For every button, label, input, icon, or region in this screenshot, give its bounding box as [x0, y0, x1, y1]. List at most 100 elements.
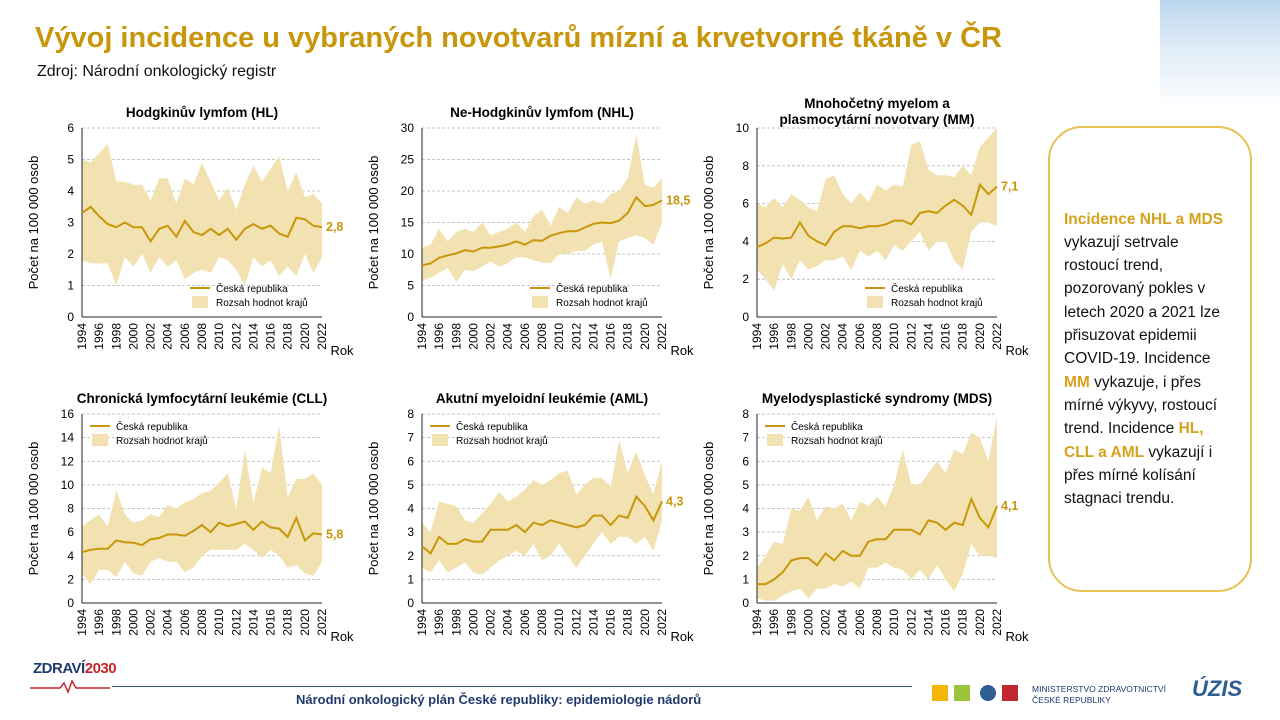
x-tick-label: 2018: [956, 609, 970, 636]
x-tick-label: 2010: [887, 323, 901, 350]
legend-band-label: Rozsah hodnot krajů: [556, 297, 648, 309]
x-tick-label: 2012: [569, 323, 583, 350]
chart-hl: Hodgkinův lymfom (HL) 0 1 2 3 4 5 6 2,8 1994 1996 1…: [26, 96, 360, 371]
x-tick-label: 2010: [552, 323, 566, 350]
footer-divider: [112, 686, 912, 687]
chart-title: Hodgkinův lymfom (HL): [126, 105, 278, 120]
y-tick-label: 8: [67, 502, 74, 516]
x-tick-label: 1994: [415, 323, 429, 350]
x-tick-label: 2014: [246, 609, 260, 636]
x-tick-label: 2022: [315, 323, 329, 350]
x-tick-label: 2022: [990, 609, 1004, 636]
y-tick-label: 3: [407, 525, 414, 539]
corner-gradient: [1160, 0, 1280, 110]
y-tick-label: 10: [61, 478, 75, 492]
series-line-cr: [81, 515, 323, 554]
x-tick-label: 2006: [178, 323, 192, 350]
y-tick-label: 12: [61, 454, 75, 468]
range-band: [82, 425, 322, 585]
x-tick-label: 2022: [990, 323, 1004, 350]
x-tick-label: 2000: [466, 323, 480, 350]
x-tick-label: 2020: [638, 609, 652, 636]
x-tick-label: 1998: [784, 609, 798, 636]
chart-cll: Chronická lymfocytární leukémie (CLL) 0 2 4…: [26, 382, 360, 657]
x-tick-label: 2022: [315, 609, 329, 636]
y-axis-label: Počet na 100 000 osob: [366, 156, 381, 290]
x-tick-label: 1998: [449, 323, 463, 350]
x-tick-label: 2008: [535, 609, 549, 636]
legend-line-label: Česká republika: [116, 420, 188, 433]
x-tick-label: 2002: [819, 323, 833, 350]
x-tick-label: 1996: [92, 609, 106, 636]
x-tick-label: 2016: [604, 609, 618, 636]
x-tick-label: 2004: [501, 323, 515, 350]
series-line-cr: [756, 182, 998, 249]
x-tick-label: 2018: [621, 323, 635, 350]
x-tick-label: 2000: [466, 609, 480, 636]
chart-title: Mnohočetný myelom a: [804, 96, 950, 111]
x-tick-label: 2012: [904, 323, 918, 350]
x-axis-label: Rok: [670, 629, 694, 644]
commentary-highlight: MM: [1064, 373, 1090, 391]
x-tick-label: 2000: [126, 609, 140, 636]
y-axis-label: Počet na 100 000 osob: [26, 442, 41, 576]
x-tick-label: 2002: [819, 609, 833, 636]
x-tick-label: 1996: [767, 323, 781, 350]
y-tick-label: 4: [742, 234, 749, 248]
y-tick-label: 2: [742, 549, 749, 563]
y-tick-label: 15: [401, 216, 415, 230]
x-tick-label: 2010: [887, 609, 901, 636]
zdravi-2030-logo: ZDRAVÍ2030: [33, 660, 117, 677]
commentary-text: Incidence NHL a MDS vykazují setrvale ro…: [1050, 208, 1250, 511]
y-tick-label: 2: [407, 549, 414, 563]
y-tick-label: 4: [407, 502, 414, 516]
legend-band-swatch: [867, 296, 883, 308]
y-tick-label: 16: [61, 407, 75, 421]
x-tick-label: 2006: [853, 609, 867, 636]
x-axis-label: Rok: [1005, 343, 1029, 358]
x-tick-label: 2020: [298, 609, 312, 636]
x-tick-label: 2000: [801, 323, 815, 350]
x-tick-label: 2008: [195, 323, 209, 350]
x-tick-label: 2008: [535, 323, 549, 350]
footer-text: Národní onkologický plán České republiky…: [296, 692, 702, 707]
chart-title: Akutní myeloidní leukémie (AML): [436, 391, 648, 406]
x-tick-label: 1998: [109, 609, 123, 636]
x-tick-label: 2012: [229, 609, 243, 636]
y-tick-label: 10: [736, 121, 750, 135]
partner-logos-icon: [932, 685, 1018, 701]
y-tick-label: 0: [67, 310, 74, 324]
y-tick-label: 4: [67, 549, 74, 563]
x-tick-label: 2006: [178, 609, 192, 636]
x-tick-label: 2010: [212, 323, 226, 350]
x-tick-label: 2002: [484, 609, 498, 636]
x-tick-label: 1994: [75, 323, 89, 350]
x-tick-label: 2006: [853, 323, 867, 350]
x-tick-label: 1998: [449, 609, 463, 636]
legend-band-label: Rozsah hodnot krajů: [791, 435, 883, 447]
x-tick-label: 2010: [212, 609, 226, 636]
commentary-segment: vykazuje, i přes mírné výkyvy, rostoucí …: [1064, 373, 1218, 438]
x-tick-label: 2020: [298, 323, 312, 350]
x-tick-label: 2016: [264, 323, 278, 350]
range-band: [422, 440, 662, 575]
x-tick-label: 2008: [195, 609, 209, 636]
legend-band-swatch: [192, 296, 208, 308]
x-tick-label: 2016: [939, 609, 953, 636]
legend-band-label: Rozsah hodnot krajů: [216, 297, 308, 309]
y-tick-label: 7: [407, 431, 414, 445]
legend-line-label: Česká republika: [791, 420, 863, 433]
ministry-logo: MINISTERSTVO ZDRAVOTNICTVÍ ČESKÉ REPUBLI…: [1032, 684, 1166, 706]
x-axis-label: Rok: [1005, 629, 1029, 644]
y-tick-label: 2: [742, 272, 749, 286]
y-tick-label: 4: [67, 184, 74, 198]
x-tick-label: 1994: [415, 609, 429, 636]
range-band: [422, 134, 662, 283]
y-tick-label: 8: [742, 407, 749, 421]
y-tick-label: 0: [742, 596, 749, 610]
page-title: Vývoj incidence u vybraných novotvarů mí…: [35, 22, 1002, 54]
legend-band-label: Rozsah hodnot krajů: [456, 435, 548, 447]
x-tick-label: 2014: [586, 323, 600, 350]
series-line-cr: [421, 195, 663, 267]
x-tick-label: 2018: [956, 323, 970, 350]
